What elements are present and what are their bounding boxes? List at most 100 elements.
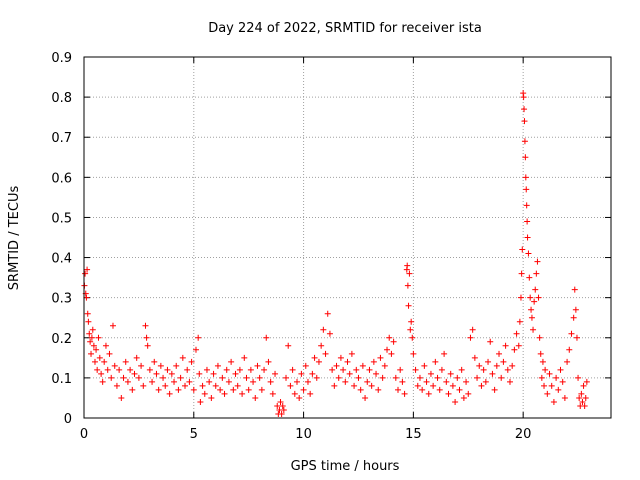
data-point: [254, 362, 261, 369]
data-point: [214, 362, 221, 369]
data-point: [471, 354, 478, 361]
data-point: [287, 382, 294, 389]
data-point: [447, 370, 454, 377]
data-point: [555, 386, 562, 393]
data-point: [131, 370, 138, 377]
data-point: [116, 366, 123, 373]
data-point: [162, 382, 169, 389]
data-point: [219, 374, 226, 381]
data-point: [524, 218, 531, 225]
y-tick-label: 0: [64, 412, 72, 427]
data-point: [331, 382, 338, 389]
data-point: [173, 362, 180, 369]
data-point: [467, 334, 474, 341]
data-point: [82, 270, 89, 277]
data-point: [583, 378, 590, 385]
data-point: [228, 358, 235, 365]
data-point: [234, 382, 241, 389]
data-point: [530, 326, 537, 333]
data-point: [247, 366, 254, 373]
data-point: [500, 358, 507, 365]
data-point: [337, 354, 344, 361]
data-point: [142, 322, 149, 329]
data-point: [409, 334, 416, 341]
data-point: [526, 274, 533, 281]
data-point: [534, 258, 541, 265]
data-point: [318, 342, 325, 349]
data-point: [118, 394, 125, 401]
data-point: [539, 358, 546, 365]
data-point: [232, 370, 239, 377]
data-point: [516, 318, 523, 325]
data-point: [223, 366, 230, 373]
data-point: [375, 386, 382, 393]
data-point: [258, 386, 265, 393]
data-point: [564, 358, 571, 365]
data-point: [582, 394, 589, 401]
data-point: [346, 370, 353, 377]
data-point: [381, 362, 388, 369]
data-point: [146, 366, 153, 373]
data-point: [487, 338, 494, 345]
data-point: [188, 358, 195, 365]
data-point: [489, 370, 496, 377]
data-point: [217, 386, 224, 393]
data-point: [190, 386, 197, 393]
data-point: [509, 362, 516, 369]
data-point: [506, 378, 513, 385]
data-point: [221, 390, 228, 397]
data-point: [408, 318, 415, 325]
y-tick-label: 0.3: [51, 292, 72, 307]
grid-lines: [84, 57, 611, 418]
data-point: [98, 370, 105, 377]
data-point: [88, 350, 95, 357]
data-point: [553, 374, 560, 381]
data-point: [399, 378, 406, 385]
x-tick-label: 10: [295, 427, 312, 442]
data-point: [430, 382, 437, 389]
data-point: [289, 366, 296, 373]
data-point: [523, 186, 530, 193]
data-point: [445, 390, 452, 397]
data-point: [575, 374, 582, 381]
data-point: [160, 374, 167, 381]
data-point: [441, 350, 448, 357]
data-point: [199, 382, 206, 389]
data-point: [476, 362, 483, 369]
data-point: [491, 386, 498, 393]
data-point: [523, 202, 530, 209]
data-point: [531, 298, 538, 305]
data-point: [144, 342, 151, 349]
data-point: [528, 306, 535, 313]
data-point: [280, 406, 287, 413]
data-point: [315, 358, 322, 365]
data-point: [293, 378, 300, 385]
data-point: [143, 334, 150, 341]
data-point: [571, 286, 578, 293]
data-point: [573, 334, 580, 341]
data-point: [559, 378, 566, 385]
data-point: [388, 350, 395, 357]
data-point: [274, 402, 281, 409]
data-point: [541, 382, 548, 389]
data-point: [456, 386, 463, 393]
data-point: [511, 346, 518, 353]
data-point: [533, 270, 540, 277]
data-point: [256, 374, 263, 381]
data-point: [196, 370, 203, 377]
data-point: [127, 366, 134, 373]
data-point: [395, 386, 402, 393]
data-point: [355, 374, 362, 381]
data-point: [309, 370, 316, 377]
data-point: [458, 366, 465, 373]
data-point: [340, 366, 347, 373]
y-tick-label: 0.7: [51, 131, 72, 146]
data-point: [572, 306, 579, 313]
data-point: [570, 314, 577, 321]
data-point: [412, 366, 419, 373]
data-point: [333, 362, 340, 369]
data-point: [518, 270, 525, 277]
data-point: [465, 390, 472, 397]
data-point: [498, 374, 505, 381]
x-axis-label: GPS time / hours: [291, 459, 400, 474]
